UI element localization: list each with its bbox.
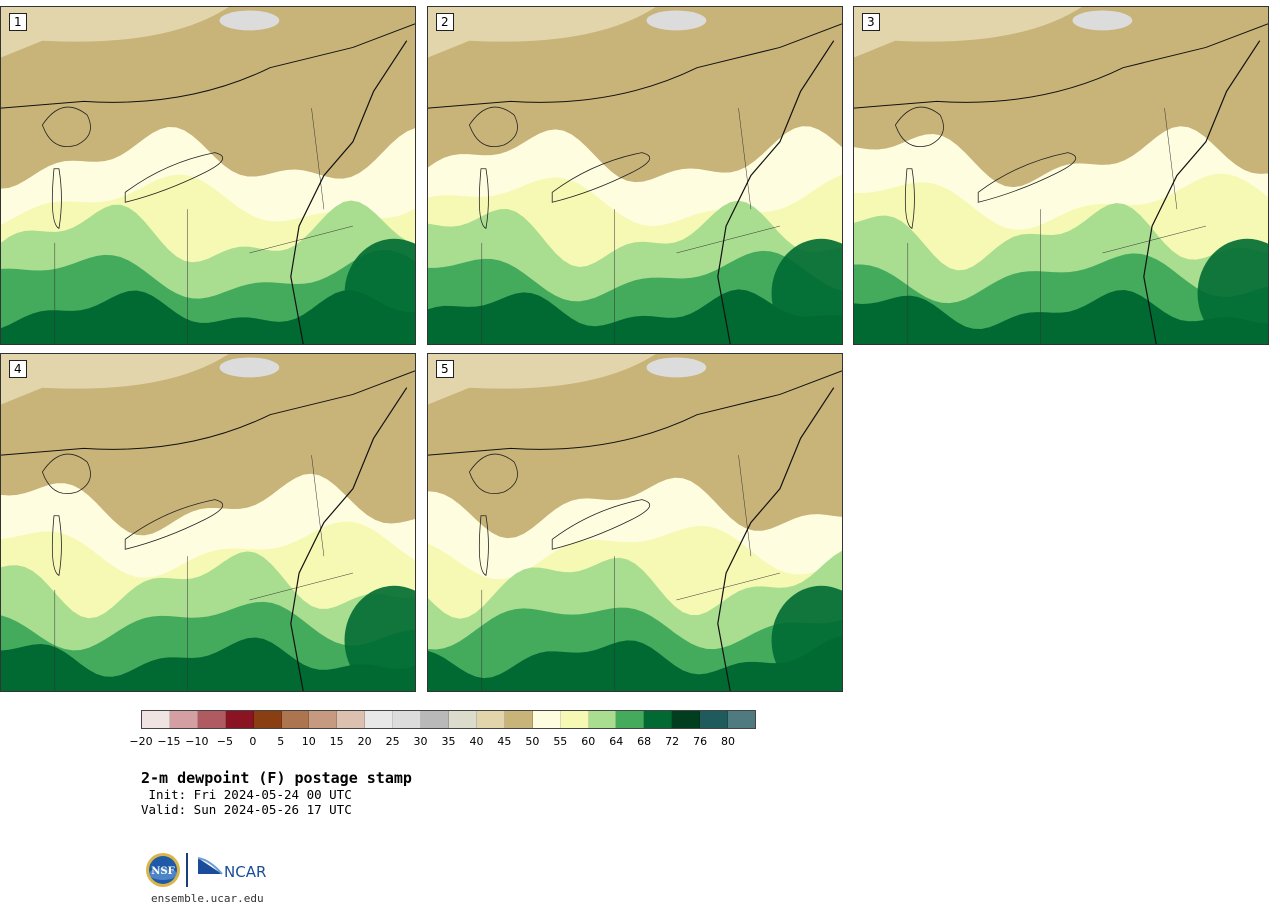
colorbar-swatch [728,711,755,728]
colorbar-tick-label: 15 [329,735,344,748]
dewpoint-map-3 [854,7,1268,344]
colorbar-tick-label: 40 [469,735,484,748]
dewpoint-map-2 [428,7,842,344]
ncar-logo-icon: NCAR [197,857,266,881]
colorbar-tick-label: 30 [413,735,428,748]
colorbar-tick-label: 72 [665,735,680,748]
colorbar-tick-label: 50 [525,735,540,748]
panel-number-3: 3 [862,13,880,31]
panel-number-5: 5 [436,360,454,378]
colorbar-tick-label: 68 [637,735,652,748]
colorbar-swatch [225,711,254,728]
panel-number-4: 4 [9,360,27,378]
colorbar-swatch [393,711,422,728]
colorbar-tick-label: 80 [721,735,736,748]
map-panel-3: 3 [853,6,1269,345]
colorbar-tick-label: 5 [277,735,285,748]
map-panel-1: 1 [0,6,416,345]
colorbar-tick-label: 60 [581,735,596,748]
colorbar-tick-label: 55 [553,735,568,748]
colorbar-swatch [337,711,366,728]
colorbar-swatch [197,711,226,728]
colorbar-tick-label: 0 [249,735,257,748]
colorbar-swatch [142,711,170,728]
colorbar-tick-label: 45 [497,735,512,748]
colorbar-swatch [616,711,645,728]
svg-text:NSF: NSF [151,866,174,877]
colorbar-swatch [560,711,589,728]
colorbar-swatch [504,711,533,728]
website-url: ensemble.ucar.edu [151,892,264,905]
colorbar-tick-label: 25 [385,735,400,748]
colorbar-swatch [700,711,729,728]
colorbar-swatch [253,711,282,728]
map-panel-5: 5 [427,353,843,692]
dewpoint-map-5 [428,354,842,691]
valid-time: Valid: Sun 2024-05-26 17 UTC [141,802,352,817]
panel-number-2: 2 [436,13,454,31]
colorbar-tick-label: 76 [693,735,708,748]
colorbar-tick-label: 10 [301,735,316,748]
logos: NSF NCAR [144,850,274,890]
colorbar-tick-label: 35 [441,735,456,748]
colorbar-swatch [588,711,617,728]
colorbar-swatch [448,711,477,728]
colorbar-swatch [644,711,673,728]
colorbar-tick-label: −15 [157,735,181,748]
colorbar-swatch [365,711,394,728]
colorbar-swatch [281,711,310,728]
chart-title: 2-m dewpoint (F) postage stamp [141,769,412,787]
colorbar-tick-label: −10 [185,735,209,748]
nsf-logo-icon: NSF [146,853,180,887]
panel-number-1: 1 [9,13,27,31]
dewpoint-map-1 [1,7,415,344]
colorbar-ticks: −20 −15 −10 −5 0 5 10 15 20 25 30 35 40 45 50 55 60 64 68 7… [129,735,756,749]
colorbar-swatch [672,711,701,728]
colorbar-swatch [476,711,505,728]
colorbar-swatch [309,711,338,728]
colorbar-swatch [532,711,561,728]
map-panel-2: 2 [427,6,843,345]
colorbar-tick-label: 64 [609,735,624,748]
colorbar [141,710,756,729]
colorbar-tick-label: 20 [357,735,372,748]
colorbar-tick-label: −5 [216,735,233,748]
colorbar-swatch [169,711,198,728]
colorbar-tick-label: −20 [129,735,153,748]
colorbar-swatch [421,711,449,728]
init-time: Init: Fri 2024-05-24 00 UTC [141,787,352,802]
dewpoint-map-4 [1,354,415,691]
map-panel-4: 4 [0,353,416,692]
svg-text:NCAR: NCAR [224,863,266,881]
